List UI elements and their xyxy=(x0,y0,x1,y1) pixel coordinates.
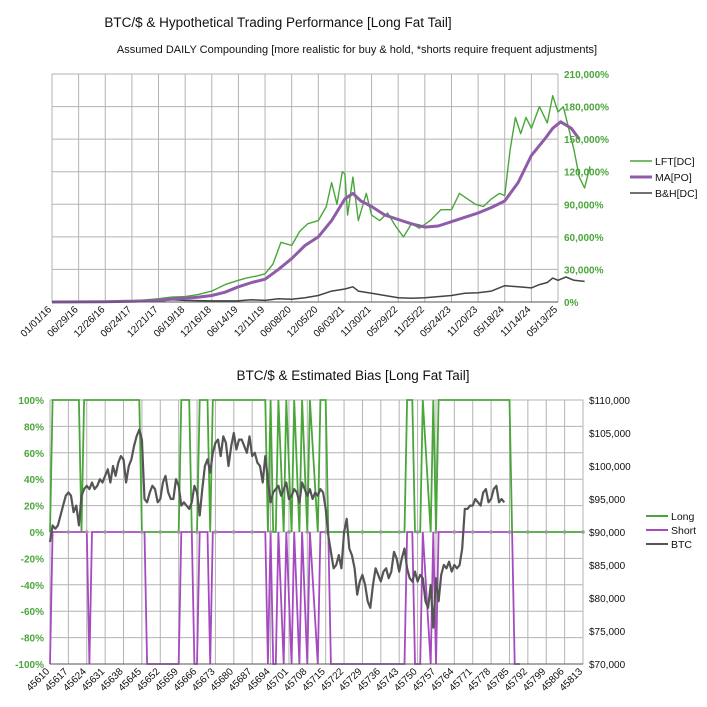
baseline-marker xyxy=(231,530,236,534)
baseline-marker xyxy=(397,530,402,534)
bias-chart: BTC/$ & Estimated Bias [Long Fat Tail] 1… xyxy=(15,368,696,694)
series-line-long xyxy=(49,399,583,533)
y-left-tick-label: 40% xyxy=(24,475,44,486)
baseline-marker xyxy=(526,530,530,534)
baseline-marker xyxy=(489,530,493,534)
y-left-tick-label: 60% xyxy=(24,449,44,460)
y-tick-label: 150,000% xyxy=(564,135,609,146)
baseline-marker xyxy=(140,530,144,534)
y-right-tick-label: $75,000 xyxy=(589,627,626,638)
plot-area xyxy=(51,73,559,303)
series-line-lft-dc xyxy=(51,95,591,303)
baseline-marker xyxy=(66,530,71,534)
y-tick-label: 60,000% xyxy=(564,233,604,244)
legend-label-long: Long xyxy=(671,511,695,523)
y-tick-label: 210,000% xyxy=(564,70,609,81)
baseline-marker xyxy=(415,530,420,534)
legend: LFT[DC] MA[PO] B&H[DC] xyxy=(630,156,698,200)
baseline-marker xyxy=(250,530,254,534)
y-left-tick-label: -40% xyxy=(21,581,44,592)
legend-label-b-h-dc: B&H[DC] xyxy=(655,188,698,200)
y-left-tick-label: -60% xyxy=(21,607,44,618)
baseline-marker xyxy=(434,530,438,534)
baseline-marker xyxy=(213,530,218,534)
y-right-tick-label: $70,000 xyxy=(589,660,626,671)
baseline-marker xyxy=(268,530,273,534)
y-left-tick-label: 80% xyxy=(24,422,44,433)
y-right-tick-label: $90,000 xyxy=(589,528,626,539)
y-tick-label: 120,000% xyxy=(564,168,609,179)
baseline-marker xyxy=(581,530,585,534)
chart-title: BTC/$ & Estimated Bias [Long Fat Tail] xyxy=(236,368,469,383)
baseline-marker xyxy=(195,530,199,534)
baseline-marker xyxy=(470,530,475,534)
y-left-tick-label: 100% xyxy=(18,396,44,407)
y-right-tick-label: $105,000 xyxy=(589,429,631,440)
baseline-marker xyxy=(507,530,512,534)
series-group xyxy=(48,399,585,665)
baseline-marker xyxy=(360,530,365,534)
y-right-tick-label: $95,000 xyxy=(589,495,626,506)
baseline-marker xyxy=(103,530,107,534)
y-left-tick-label: 20% xyxy=(24,502,44,513)
legend-label-short: Short xyxy=(671,525,696,537)
legend: Long Short BTC xyxy=(646,511,696,551)
y-left-tick-label: 0% xyxy=(30,528,45,539)
y-left-tick-label: -100% xyxy=(15,660,44,671)
performance-chart: BTC/$ & Hypothetical Trading Performance… xyxy=(19,15,698,340)
series-line-b-h-dc xyxy=(51,276,585,303)
baseline-marker xyxy=(323,530,328,534)
grid xyxy=(51,73,559,303)
y-tick-label: 0% xyxy=(564,298,579,309)
legend-label-btc: BTC xyxy=(671,539,692,551)
baseline-marker xyxy=(305,530,310,534)
y-right-tick-label: $110,000 xyxy=(589,396,630,407)
series-line-ma-po xyxy=(51,120,581,304)
baseline-marker xyxy=(287,530,291,534)
baseline-marker xyxy=(176,530,181,534)
baseline-marker xyxy=(158,530,163,534)
baseline-marker xyxy=(452,530,457,534)
y-tick-label: 180,000% xyxy=(564,103,609,114)
baseline-marker xyxy=(562,530,567,534)
series-group xyxy=(51,95,591,304)
y-right-tick-label: $80,000 xyxy=(589,594,626,605)
y-right-tick-label: $85,000 xyxy=(589,561,626,572)
y-tick-label: 30,000% xyxy=(564,265,604,276)
series-line-btc xyxy=(48,428,506,629)
y-right-tick-label: $100,000 xyxy=(589,462,631,473)
legend-label-lft-dc: LFT[DC] xyxy=(655,156,695,168)
y-tick-label: 90,000% xyxy=(564,200,604,211)
baseline-marker xyxy=(379,530,383,534)
legend-label-ma-po: MA[PO] xyxy=(655,172,692,184)
y-left-tick-label: -20% xyxy=(21,554,44,565)
chart-subtitle: Assumed DAILY Compounding [more realisti… xyxy=(117,44,597,56)
baseline-marker xyxy=(544,530,549,534)
y-left-tick-label: -80% xyxy=(21,634,44,645)
series-line-short xyxy=(49,531,520,665)
baseline-marker xyxy=(121,530,126,534)
chart-title: BTC/$ & Hypothetical Trading Performance… xyxy=(104,15,451,30)
baseline-marker xyxy=(84,530,89,534)
